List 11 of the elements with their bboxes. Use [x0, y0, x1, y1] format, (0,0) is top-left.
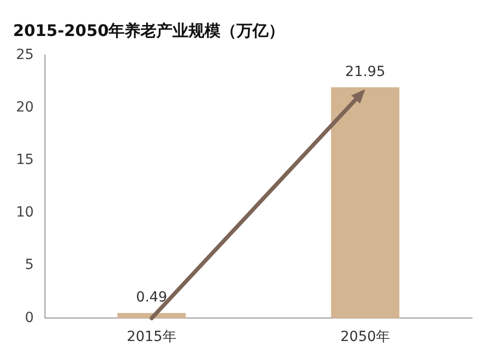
y-tick-label: 25 [16, 46, 34, 63]
y-tick-label: 5 [24, 257, 34, 274]
y-tick-label: 10 [16, 204, 34, 221]
x-tick-label: 2050年 [340, 329, 390, 346]
data-label: 0.49 [136, 290, 168, 306]
y-tick-label: 15 [16, 152, 34, 168]
data-label: 21.95 [345, 64, 386, 80]
y-tick-label: 20 [16, 99, 34, 116]
y-tick-label: 0 [24, 310, 34, 326]
chart-title: 2015-2050年养老产业规模（万亿） [13, 20, 285, 40]
x-tick-label: 2015年 [126, 329, 176, 346]
